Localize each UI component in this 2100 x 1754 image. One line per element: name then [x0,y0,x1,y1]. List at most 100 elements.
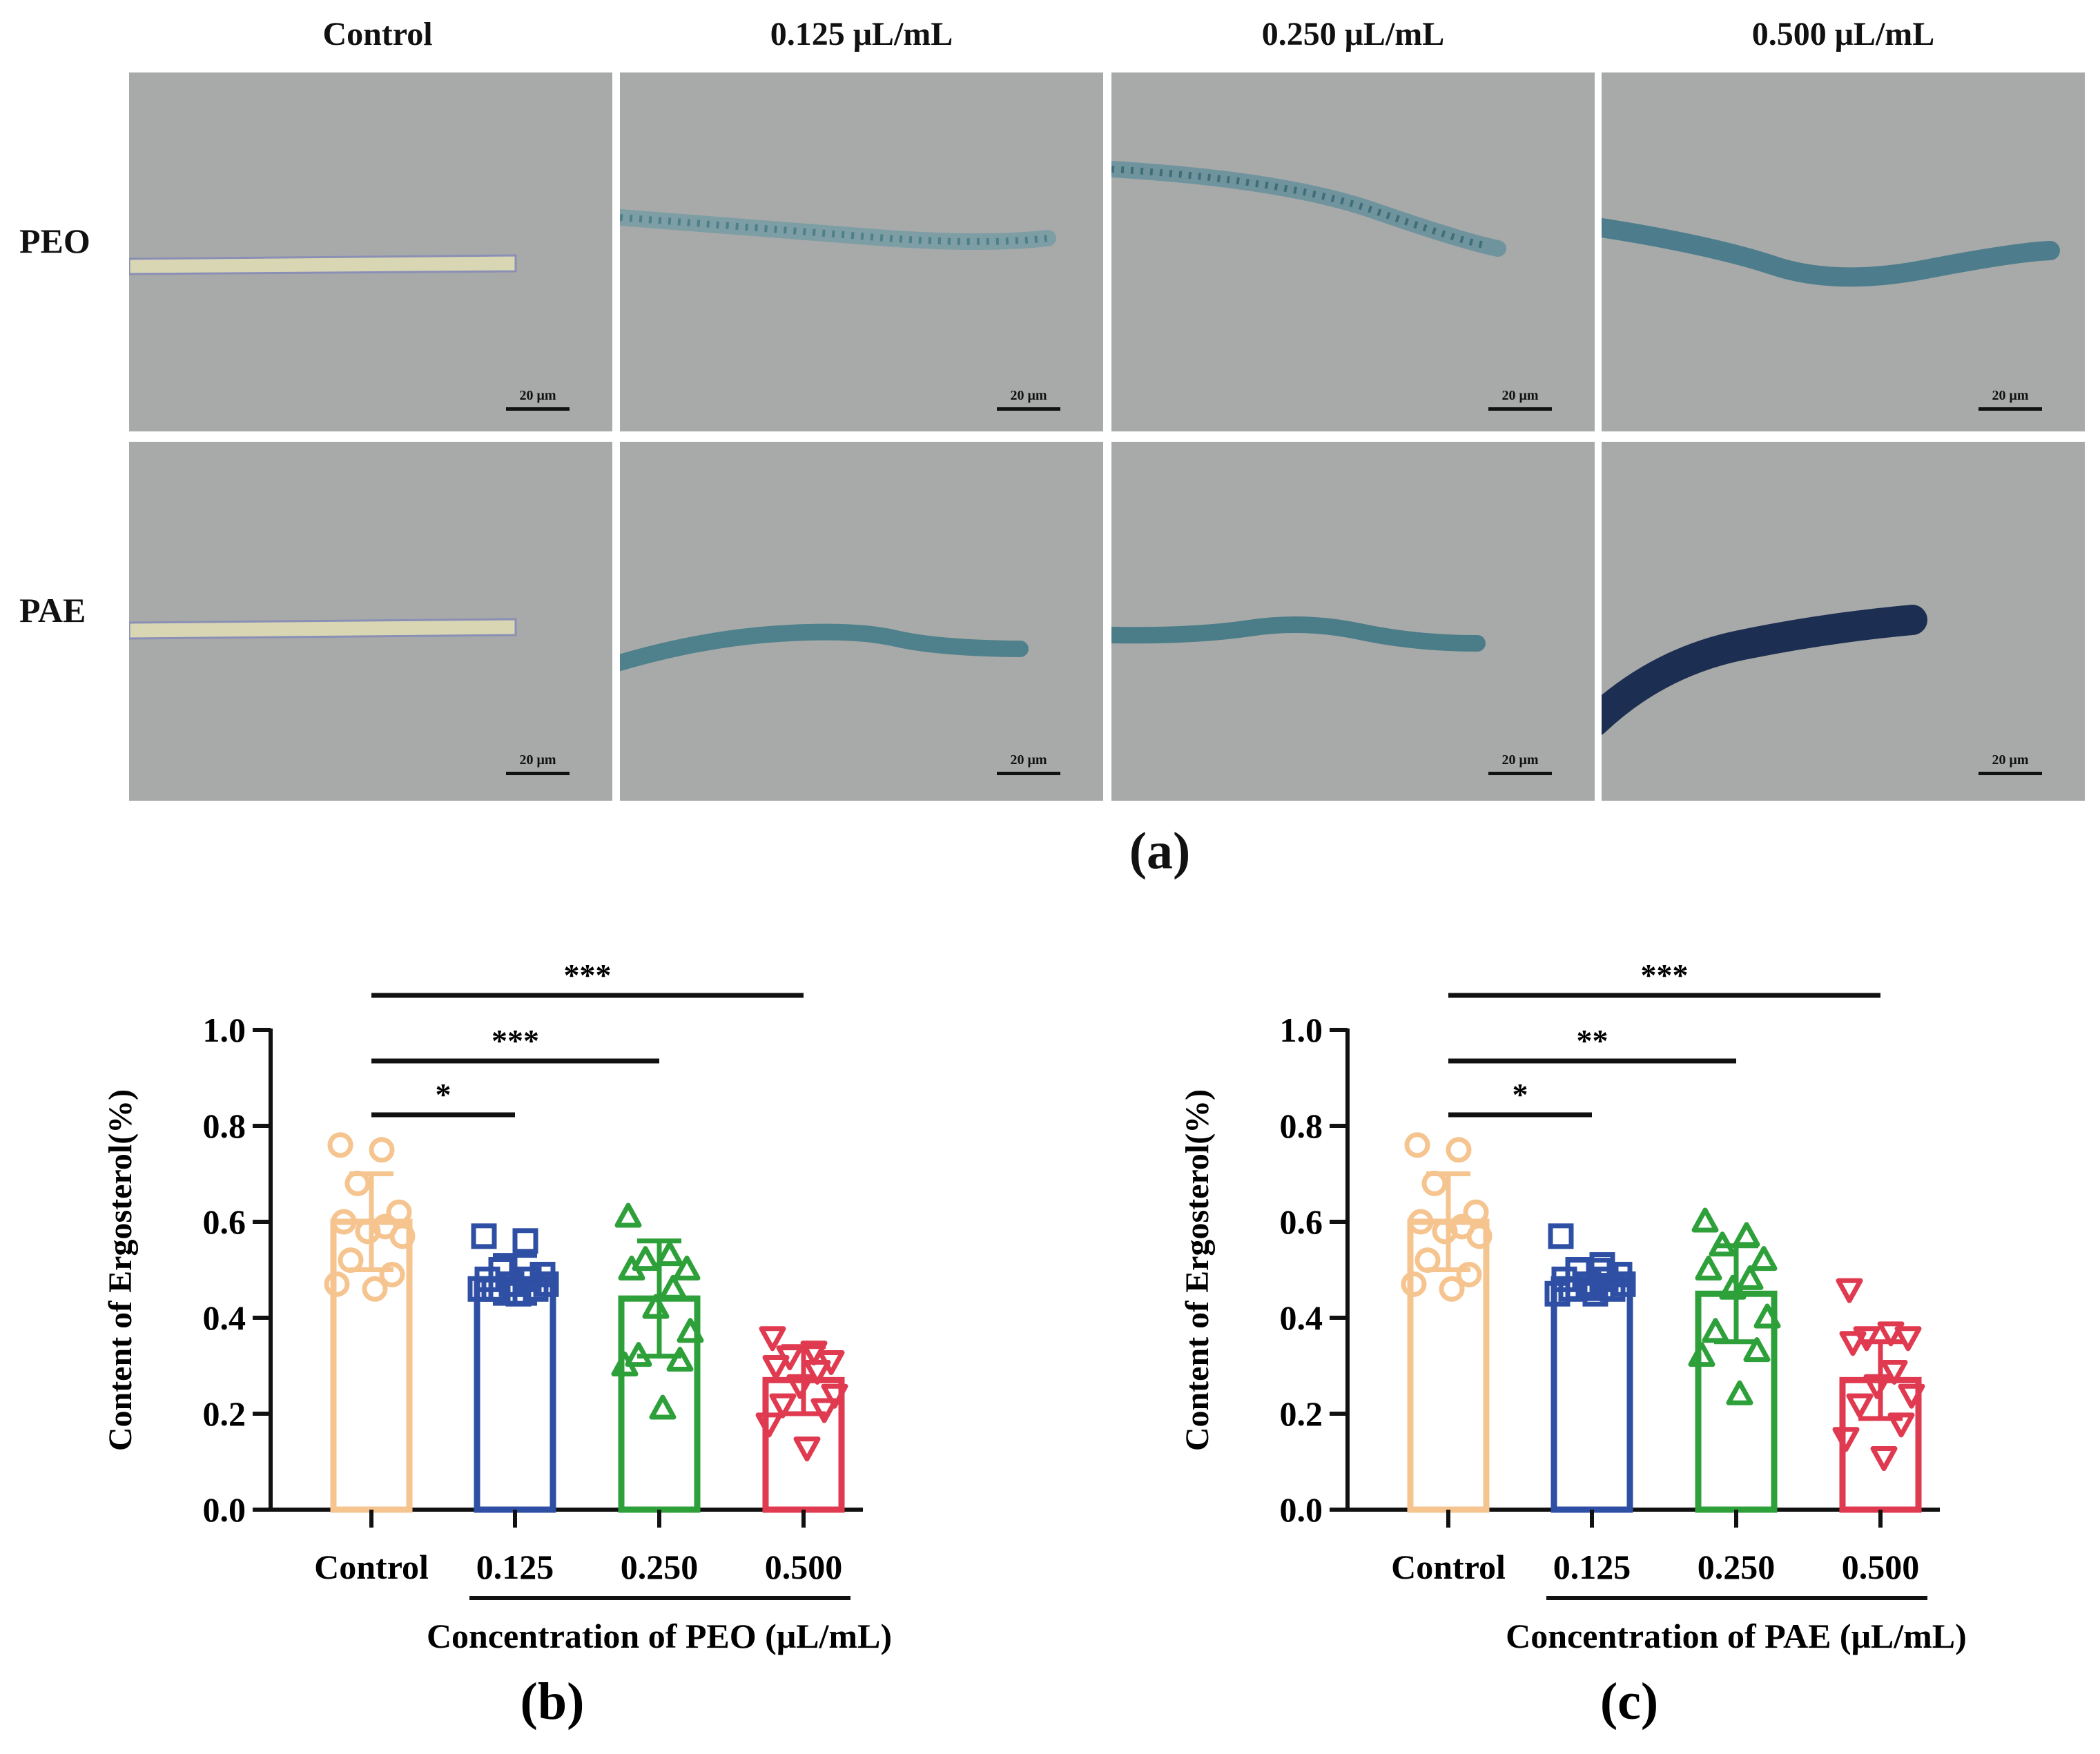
x-axis-label: Concentration of PEO (μL/mL) [427,1617,892,1655]
scale-bar-label: 20 μm [1010,388,1047,403]
y-tick-label: 0.4 [1280,1298,1323,1337]
data-point [1463,1199,1489,1225]
micrograph-peo-control: 20 μm [129,72,612,431]
data-point [1832,1427,1860,1452]
data-point [355,1218,381,1245]
y-tick-label: 1.0 [1280,1011,1323,1049]
data-point [481,1276,507,1302]
data-point [762,1355,790,1380]
data-point [659,1274,687,1300]
row-header-peo: PEO [19,222,90,260]
y-axis-label: Content of Ergosterol(%) [1179,1089,1216,1451]
scale-bar-label: 20 μm [1501,388,1539,403]
scale-bar [1979,407,2042,411]
data-point [1702,1318,1729,1343]
y-tick-label: 0.8 [1280,1107,1323,1145]
scale-bar [506,772,570,775]
y-tick-label: 0.0 [1280,1490,1323,1529]
y-tick-label: 0.0 [203,1490,246,1529]
data-point [1894,1326,1922,1352]
data-point [618,1256,645,1280]
data-point [389,1223,416,1249]
data-point [625,1342,652,1367]
bar-0.125 [1550,1276,1633,1513]
data-point [821,1383,848,1409]
data-point [467,1276,494,1302]
data-point [338,1247,364,1274]
chart-c: 0.0 0.2 0.4 0.6 0.8 1.0 Content of Ergosterol(… [1179,957,1967,1731]
data-point [677,1318,704,1343]
scale-bar [1979,772,2042,775]
x-axis-label: Concentration of PAE (μL/mL) [1506,1617,1967,1655]
data-point [1846,1393,1874,1419]
column-header-control: Control [322,16,433,52]
data-point [1439,1276,1465,1302]
data-point [1898,1383,1925,1409]
significance-label: ** [1577,1023,1608,1058]
data-point [1880,1359,1908,1385]
significance-label: *** [564,957,612,993]
data-point [673,1256,701,1280]
figure-label: (b) [521,1673,585,1731]
x-tick-label-0.250: 0.250 [621,1548,699,1586]
data-point [1688,1342,1715,1367]
data-point [1736,1265,1764,1290]
data-point [1544,1280,1571,1307]
data-point [1408,1209,1434,1235]
data-point [1466,1223,1493,1249]
column-header-0500: 0.500 μL/mL [1751,16,1935,52]
column-header-0250: 0.250 μL/mL [1261,16,1445,52]
column-header-0125: 0.125 μL/mL [770,16,953,52]
micrograph-pae-control: 20 μm [129,442,612,801]
data-point [331,1209,357,1235]
significance-label: *** [492,1023,539,1058]
data-point [642,1294,670,1319]
x-tick-label-0.500: 0.500 [765,1548,843,1586]
data-point [1870,1446,1898,1472]
data-point [344,1170,371,1196]
scale-bar [997,407,1060,411]
x-tick-label-Control: Control [1391,1548,1506,1586]
scale-bar-label: 20 μm [1992,388,2029,403]
data-point [1887,1412,1915,1438]
figure-label-a: (a) [1129,822,1191,880]
scale-bar-label: 20 μm [519,752,556,768]
data-point [1733,1222,1760,1247]
data-point [786,1374,814,1399]
y-tick-label: 1.0 [203,1011,246,1049]
data-point [369,1137,395,1163]
data-point [1726,1380,1753,1405]
data-point [379,1261,405,1287]
micrograph-peo-0250: 20 μm [1111,72,1595,431]
data-point [1548,1223,1574,1249]
x-tick-label-0.125: 0.125 [476,1548,554,1586]
data-point [1743,1337,1771,1363]
data-point [666,1347,694,1372]
data-point [810,1398,838,1423]
scale-bar-label: 20 μm [519,388,556,403]
data-point [769,1393,797,1419]
row-header-pae: PAE [19,591,86,630]
x-tick-label-Control: Control [314,1548,429,1586]
data-point [1456,1261,1482,1287]
data-point [505,1280,532,1307]
y-tick-label: 0.2 [1280,1394,1323,1433]
scale-bar [506,407,570,411]
x-tick-label-0.500: 0.500 [1842,1548,1920,1586]
y-tick-label: 0.6 [203,1202,246,1241]
micrograph-pae-0125: 20 μm [620,442,1103,801]
data-point [755,1412,783,1438]
micrograph-pae-0500: 20 μm [1602,442,2085,801]
micrograph-peo-0500: 20 μm [1602,72,2085,431]
y-tick-label: 0.8 [203,1107,246,1145]
data-point [1414,1247,1441,1274]
data-point [1719,1274,1747,1300]
data-point [1582,1280,1608,1307]
scale-bar-label: 20 μm [1501,752,1539,768]
y-tick-label: 0.2 [203,1394,246,1433]
data-point [1558,1276,1584,1302]
data-point [1877,1321,1905,1347]
data-point [512,1228,538,1254]
data-point [793,1436,821,1462]
data-point [1600,1276,1626,1302]
